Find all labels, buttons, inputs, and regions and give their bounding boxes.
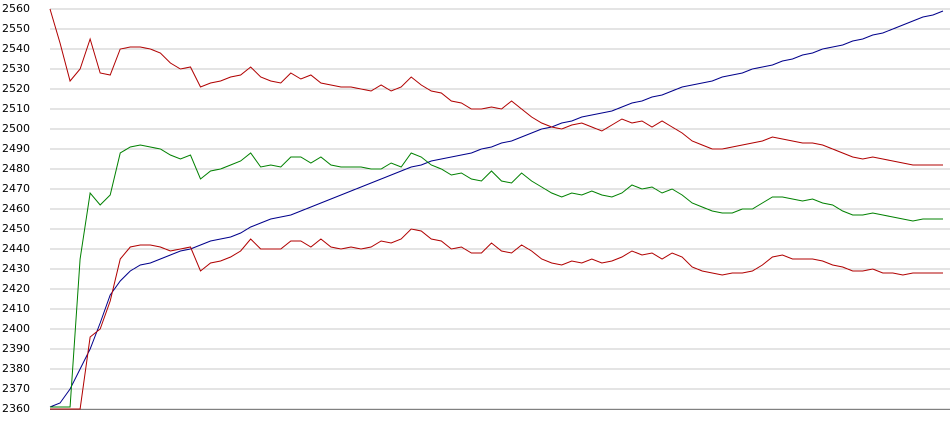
- y-tick-label: 2410: [2, 302, 30, 315]
- y-tick-label: 2420: [2, 282, 30, 295]
- y-tick-label: 2450: [2, 222, 30, 235]
- y-tick-label: 2540: [2, 42, 30, 55]
- series-line: [49, 10, 944, 408]
- y-tick-label: 2360: [2, 402, 30, 415]
- y-tick-label: 2500: [2, 122, 30, 135]
- y-tick-label: 2510: [2, 102, 30, 115]
- y-tick-label: 2440: [2, 242, 30, 255]
- y-tick-label: 2460: [2, 202, 30, 215]
- y-tick-label: 2430: [2, 262, 30, 275]
- series-line: [49, 8, 943, 166]
- series-line: [50, 144, 943, 408]
- y-tick-label: 2470: [2, 182, 30, 195]
- y-tick-label: 2380: [2, 362, 30, 375]
- y-tick-label: 2370: [2, 382, 30, 395]
- y-tick-label: 2530: [2, 62, 30, 75]
- y-tick-label: 2560: [2, 2, 30, 15]
- y-tick-label: 2550: [2, 22, 30, 35]
- y-tick-label: 2480: [2, 162, 30, 175]
- y-tick-label: 2520: [2, 82, 30, 95]
- y-tick-label: 2390: [2, 342, 30, 355]
- series-line: [50, 228, 943, 410]
- y-tick-label: 2490: [2, 142, 30, 155]
- y-tick-label: 2400: [2, 322, 30, 335]
